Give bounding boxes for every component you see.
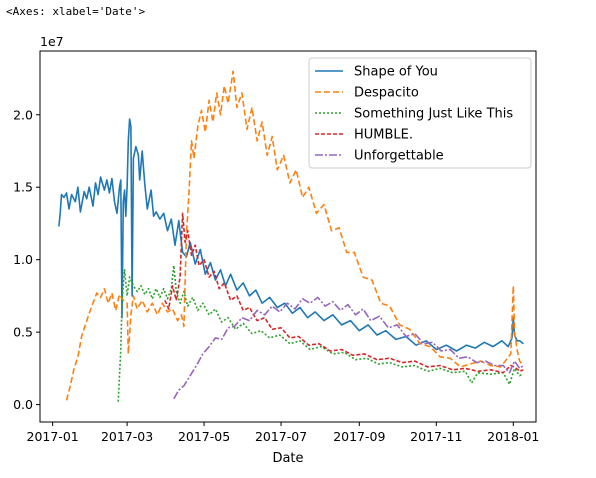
- legend-label-2: Something Just Like This: [354, 107, 513, 122]
- legend-frame: [308, 57, 532, 169]
- axes-frame: [39, 50, 537, 423]
- legend-label-1: Despacito: [354, 86, 419, 101]
- x-tick-label: 2017-07: [255, 429, 307, 444]
- series-line-1: [65, 70, 525, 401]
- x-axis: 2017-01 2017-03 2017-05 2017-07 2017-09 2017-…: [27, 422, 539, 444]
- x-axis-label: Date: [272, 451, 303, 466]
- y-tick-label: 2.0: [13, 107, 33, 122]
- series-line-3: [164, 212, 524, 374]
- y-tick-label: 0.5: [13, 325, 33, 340]
- x-tick-label: 2017-11: [410, 429, 462, 444]
- y-tick-label: 1.5: [13, 180, 33, 195]
- x-tick-label: 2017-03: [101, 429, 153, 444]
- y-axis: 0.0 0.5 1.0 1.5 2.0: [13, 107, 40, 412]
- x-tick-label: 2017-05: [178, 429, 230, 444]
- y-offset-label: 1e7: [40, 34, 64, 49]
- series-line-0: [58, 118, 524, 352]
- legend-label-3: HUMBLE.: [354, 128, 413, 143]
- series-line-2: [117, 264, 524, 402]
- plot-lines: [58, 70, 525, 402]
- legend: Shape of You Despacito Something Just Like…: [308, 57, 532, 169]
- series-line-4: [173, 296, 524, 400]
- legend-label-4: Unforgettable: [354, 149, 444, 164]
- x-tick-label: 2018-01: [487, 429, 539, 444]
- axes-repr-text: <Axes: xlabel='Date'>: [6, 5, 146, 18]
- legend-label-0: Shape of You: [354, 65, 438, 80]
- x-tick-label: 2017-09: [333, 429, 385, 444]
- y-tick-label: 1.0: [13, 252, 33, 267]
- y-tick-label: 0.0: [13, 397, 33, 412]
- x-tick-label: 2017-01: [27, 429, 79, 444]
